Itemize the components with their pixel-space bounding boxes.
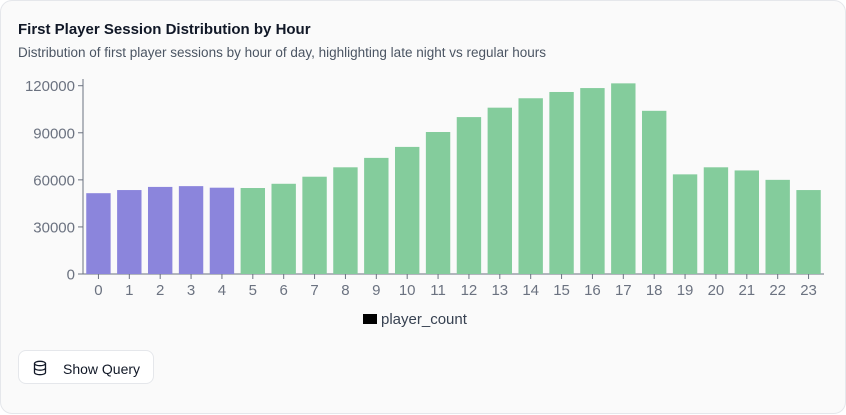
bar-hour-18 [641,110,667,274]
y-tick-label: 30000 [33,219,75,236]
bar-hour-20 [703,167,729,274]
y-tick-label: 60000 [33,172,75,189]
x-tick-label: 11 [430,282,446,299]
bar-hour-0 [86,193,111,274]
bar-hour-19 [672,174,698,274]
x-tick-label: 9 [372,282,380,299]
x-tick-label: 22 [769,282,786,299]
bar-hour-7 [302,176,327,274]
legend-swatch [363,314,377,324]
x-tick-label: 18 [646,282,663,299]
bar-hour-11 [425,131,451,274]
database-icon [33,360,47,376]
x-tick-label: 7 [310,282,318,299]
bar-hour-22 [765,179,790,274]
bar-hour-21 [734,170,760,274]
x-tick-label: 8 [341,282,349,299]
x-tick-label: 14 [522,282,539,299]
x-tick-label: 6 [280,282,288,299]
bar-hour-6 [271,183,296,274]
x-tick-label: 4 [218,282,226,299]
x-tick-label: 0 [94,282,102,299]
y-tick-label: 90000 [33,125,75,142]
x-tick-label: 2 [156,282,164,299]
bar-hour-17 [611,83,636,274]
x-tick-label: 19 [677,282,694,299]
x-tick-label: 3 [187,282,195,299]
bar-hour-4 [209,187,235,274]
x-tick-label: 21 [738,282,755,299]
bar-hour-16 [580,88,605,274]
bar-hour-15 [549,91,574,275]
bar-hour-3 [178,186,204,274]
bar-hour-13 [487,107,513,274]
x-tick-label: 13 [491,282,508,299]
x-tick-label: 10 [399,282,416,299]
show-query-label: Show Query [63,361,141,377]
x-tick-label: 17 [615,282,632,299]
x-tick-label: 23 [800,282,817,299]
bar-hour-9 [364,157,389,274]
bar-hour-10 [394,146,420,274]
x-tick-label: 20 [708,282,725,299]
x-tick-label: 16 [584,282,601,299]
bar-hour-8 [333,167,358,274]
chart-subtitle: Distribution of first player sessions by… [18,45,547,60]
bar-hour-1 [117,190,142,274]
y-tick-label: 0 [67,267,75,284]
bar-hour-12 [456,117,482,274]
x-tick-label: 12 [461,282,478,299]
bar-hour-14 [518,98,543,274]
y-tick-label: 120000 [25,78,75,95]
show-query-button[interactable]: Show Query [18,350,154,384]
x-tick-label: 15 [553,282,570,299]
bar-hour-2 [147,186,173,274]
x-tick-label: 1 [125,282,133,299]
x-tick-label: 5 [249,282,257,299]
bar-hour-5 [240,188,266,274]
chart-title: First Player Session Distribution by Hou… [18,21,311,38]
bar-hour-23 [796,190,821,274]
legend-label: player_count [381,311,468,328]
